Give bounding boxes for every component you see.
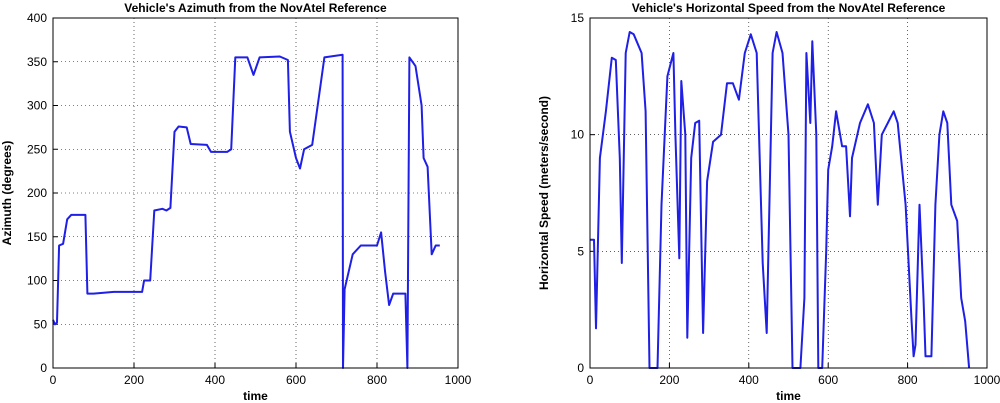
x-tick-label: 600 xyxy=(286,373,306,387)
y-tick-label: 150 xyxy=(27,230,47,244)
y-tick-label: 100 xyxy=(27,274,47,288)
y-axis-label: Horizontal Speed (meters/second) xyxy=(537,96,551,290)
y-tick-label: 0 xyxy=(40,361,47,375)
y-tick-label: 50 xyxy=(34,317,48,331)
y-tick-label: 400 xyxy=(27,11,47,25)
y-axis-label: Azimuth (degrees) xyxy=(0,141,14,246)
plot-area xyxy=(53,18,458,368)
x-tick-label: 800 xyxy=(898,373,918,387)
y-tick-label: 300 xyxy=(27,99,47,113)
axes-frame xyxy=(589,17,988,369)
y-tick-label: 250 xyxy=(27,142,47,156)
axes-frame xyxy=(52,17,459,369)
x-axis-label: time xyxy=(243,389,268,403)
x-tick-label: 600 xyxy=(818,373,838,387)
chart-title: Vehicle's Azimuth from the NovAtel Refer… xyxy=(124,1,387,15)
chart-title: Vehicle's Horizontal Speed from the NovA… xyxy=(632,1,946,15)
x-tick-label: 0 xyxy=(50,373,57,387)
x-tick-label: 200 xyxy=(124,373,144,387)
y-tick-label: 200 xyxy=(27,186,47,200)
data-line xyxy=(52,53,440,369)
y-tick-label: 10 xyxy=(571,128,585,142)
x-tick-label: 400 xyxy=(205,373,225,387)
x-tick-label: 800 xyxy=(367,373,387,387)
x-tick-label: 1000 xyxy=(445,373,472,387)
y-tick-label: 350 xyxy=(27,55,47,69)
x-tick-label: 1000 xyxy=(974,373,1000,387)
y-tick-label: 15 xyxy=(571,11,585,25)
x-tick-label: 0 xyxy=(587,373,594,387)
x-axis-label: time xyxy=(776,389,801,403)
x-tick-label: 400 xyxy=(739,373,759,387)
x-tick-label: 200 xyxy=(659,373,679,387)
y-tick-label: 0 xyxy=(577,361,584,375)
y-tick-label: 5 xyxy=(577,244,584,258)
